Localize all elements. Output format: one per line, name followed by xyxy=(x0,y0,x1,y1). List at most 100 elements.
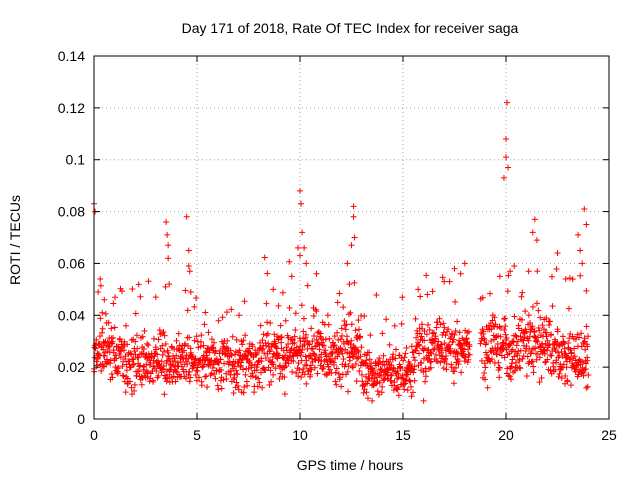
data-point xyxy=(183,375,189,382)
data-point xyxy=(193,333,200,340)
data-point xyxy=(230,390,237,397)
data-point xyxy=(275,302,282,309)
data-point xyxy=(562,275,569,282)
data-point xyxy=(379,330,386,337)
data-point xyxy=(482,349,489,356)
data-point xyxy=(170,373,177,380)
data-point xyxy=(123,322,130,329)
data-point xyxy=(129,391,136,398)
data-point xyxy=(229,333,236,340)
data-point xyxy=(218,367,225,374)
data-point xyxy=(194,368,201,375)
y-tick-label: 0.08 xyxy=(58,204,85,220)
data-point xyxy=(341,317,348,324)
data-point xyxy=(481,369,488,376)
data-point xyxy=(163,378,170,385)
data-point xyxy=(343,333,350,340)
data-point xyxy=(154,351,161,358)
data-point xyxy=(513,342,520,349)
data-point xyxy=(119,363,126,370)
data-point xyxy=(449,339,456,346)
data-point xyxy=(421,337,428,344)
data-point xyxy=(373,292,380,299)
y-tick-label: 0 xyxy=(77,411,85,427)
data-point xyxy=(249,373,256,380)
data-point xyxy=(134,345,141,352)
data-point xyxy=(481,336,488,343)
data-point xyxy=(334,329,341,336)
data-point xyxy=(320,342,327,349)
data-point xyxy=(355,317,362,324)
data-point xyxy=(579,260,586,267)
data-point xyxy=(395,392,402,399)
data-point xyxy=(547,367,554,374)
data-point xyxy=(112,352,119,359)
data-point xyxy=(523,343,530,350)
data-point xyxy=(549,303,556,310)
data-point xyxy=(277,362,284,369)
data-point xyxy=(503,135,509,142)
data-point xyxy=(125,358,132,365)
data-point xyxy=(276,352,283,359)
data-point xyxy=(493,351,500,358)
data-point xyxy=(416,342,423,349)
data-point xyxy=(544,347,551,354)
data-point xyxy=(234,382,241,389)
data-point xyxy=(138,373,145,380)
data-point xyxy=(528,349,535,356)
data-point xyxy=(348,337,355,344)
data-point xyxy=(583,384,590,391)
data-point xyxy=(394,368,401,375)
data-point xyxy=(160,328,167,335)
data-point xyxy=(581,366,588,373)
data-point xyxy=(325,363,332,370)
data-point xyxy=(336,290,343,297)
data-point xyxy=(438,341,445,348)
data-point xyxy=(117,348,124,355)
data-point xyxy=(566,335,573,342)
data-point xyxy=(313,270,320,277)
data-point xyxy=(579,359,586,366)
data-point xyxy=(411,357,418,364)
data-point xyxy=(186,268,193,275)
data-point xyxy=(577,272,584,279)
data-point xyxy=(316,346,323,353)
data-point xyxy=(217,377,224,384)
data-point xyxy=(443,353,450,360)
data-point xyxy=(536,354,543,361)
data-point xyxy=(556,370,563,377)
data-point xyxy=(351,234,358,241)
data-point xyxy=(138,351,145,358)
data-point xyxy=(161,332,168,339)
data-point xyxy=(440,320,447,327)
data-point xyxy=(558,375,565,382)
data-point xyxy=(198,332,205,339)
data-point xyxy=(116,350,123,357)
data-point xyxy=(462,353,469,360)
data-point xyxy=(546,318,553,325)
data-point xyxy=(508,363,515,370)
data-point xyxy=(299,346,306,353)
data-point xyxy=(379,383,386,390)
data-point xyxy=(291,333,298,340)
data-point xyxy=(228,352,235,359)
data-point xyxy=(206,349,213,356)
data-point xyxy=(583,221,590,228)
data-point xyxy=(435,338,442,345)
data-point xyxy=(298,302,305,309)
data-point xyxy=(112,294,119,301)
data-point xyxy=(129,285,136,292)
data-point xyxy=(307,362,314,369)
data-point xyxy=(283,344,290,351)
data-point xyxy=(108,325,115,332)
data-point xyxy=(527,319,534,326)
data-point xyxy=(158,358,165,365)
data-point xyxy=(503,154,509,161)
y-tick-label: 0.06 xyxy=(58,255,85,271)
data-point xyxy=(325,321,332,328)
data-point xyxy=(391,379,398,386)
data-point xyxy=(298,349,305,356)
data-point xyxy=(205,329,212,336)
data-point xyxy=(562,372,569,379)
data-point xyxy=(172,368,179,375)
